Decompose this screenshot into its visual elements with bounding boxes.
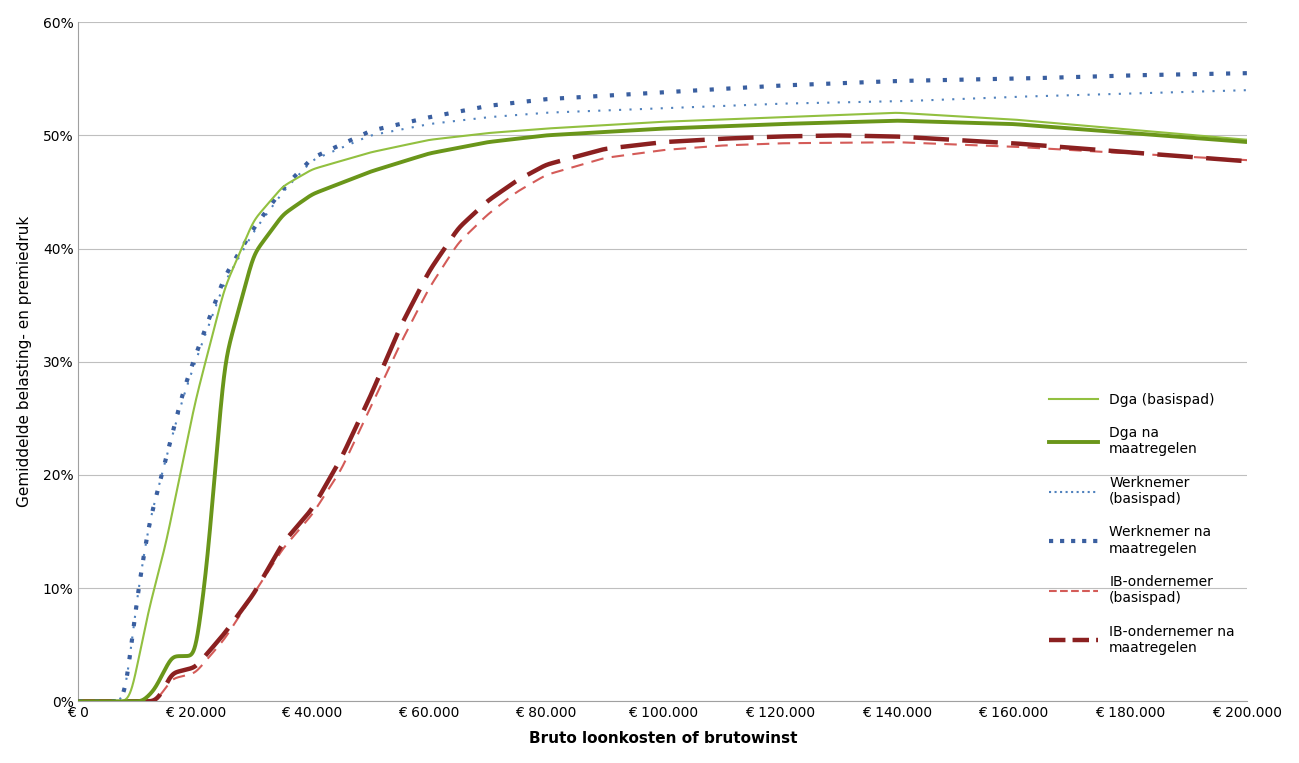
X-axis label: Bruto loonkosten of brutowinst: Bruto loonkosten of brutowinst <box>529 731 798 746</box>
Y-axis label: Gemiddelde belasting- en premiedruk: Gemiddelde belasting- en premiedruk <box>17 216 31 507</box>
Legend: Dga (basispad), Dga na
maatregelen, Werknemer
(basispad), Werknemer na
maatregel: Dga (basispad), Dga na maatregelen, Werk… <box>1044 387 1241 661</box>
